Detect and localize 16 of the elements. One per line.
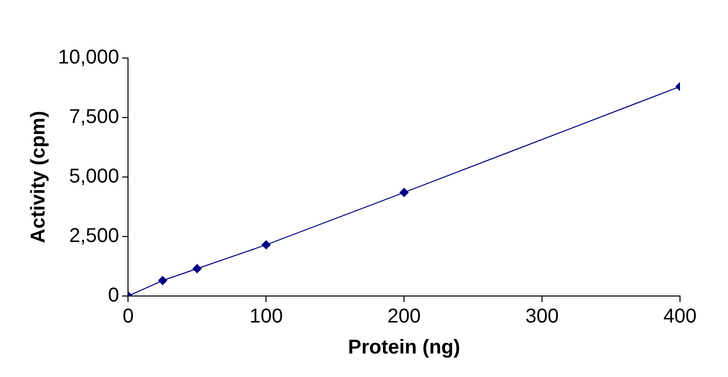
x-axis-title: Protein (ng) — [348, 336, 460, 359]
x-tick-label: 300 — [525, 306, 559, 328]
point — [262, 240, 271, 250]
y-tick-label: 5,000 — [69, 166, 120, 188]
y-tick-label: 10,000 — [58, 46, 120, 69]
y-tick-label: 0 — [108, 284, 120, 307]
y-axis-title: Activity (cpm) — [28, 110, 50, 244]
point — [400, 188, 409, 197]
x-tick-label: 0 — [122, 306, 134, 328]
x-tick-label: 200 — [387, 306, 421, 328]
x-tick-label: 100 — [249, 306, 283, 328]
point — [192, 264, 202, 274]
point — [158, 276, 168, 286]
x-tick-label: 400 — [663, 306, 697, 328]
y-tick-label: 2,500 — [69, 225, 120, 248]
y-tick-label: 7,500 — [69, 106, 120, 128]
